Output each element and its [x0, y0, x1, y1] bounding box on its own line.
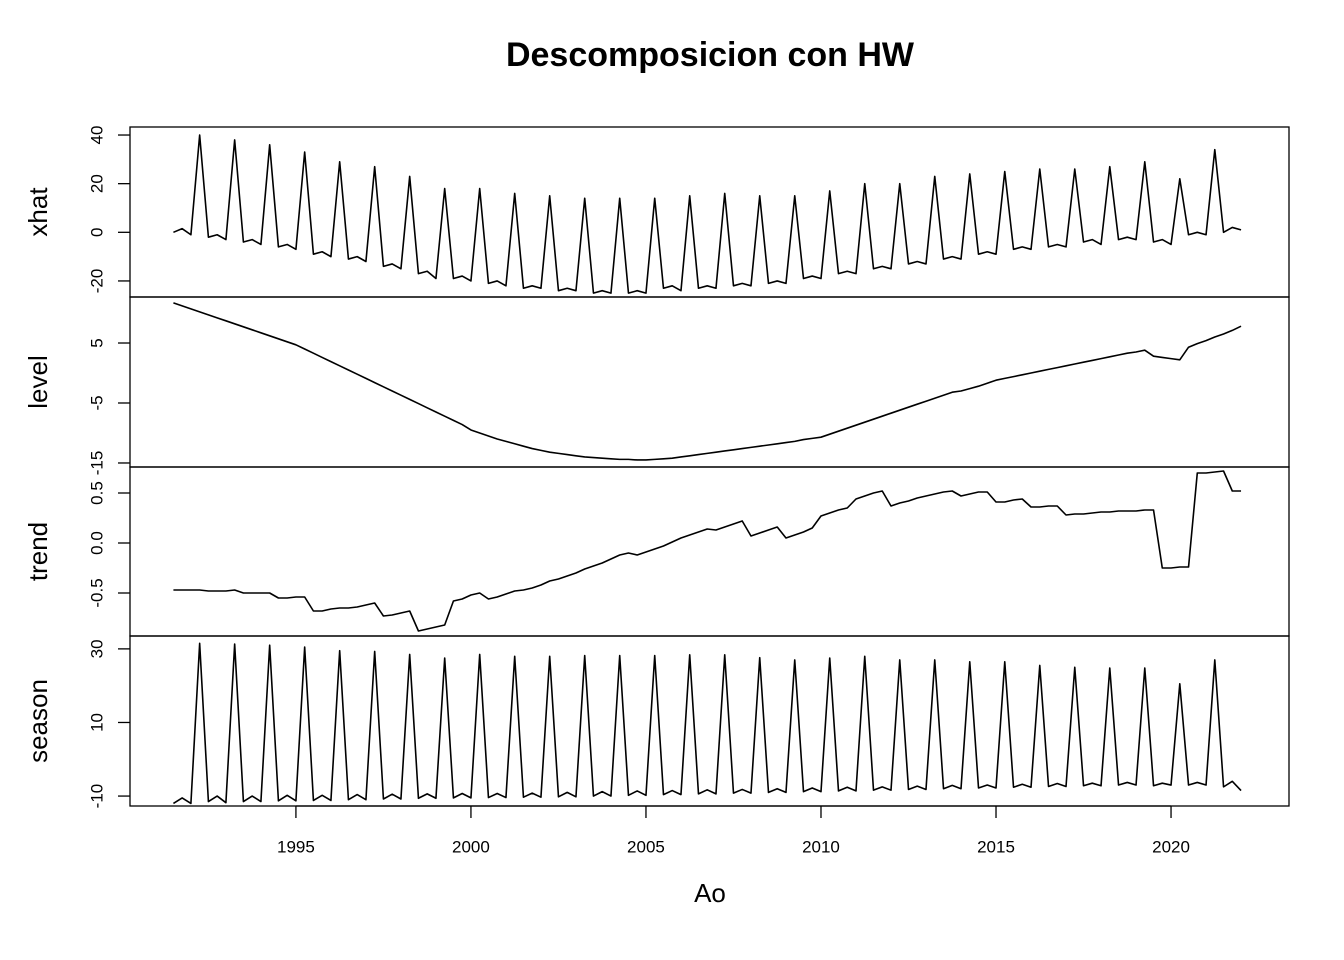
panel-frame: [129, 296, 1290, 468]
x-axis-label: Ao: [694, 878, 726, 908]
series-line: [173, 134, 1242, 294]
x-tick-label: 2005: [627, 837, 665, 856]
y-axis-label: season: [23, 679, 53, 763]
x-tick-label: 1995: [277, 837, 315, 856]
panel-frame: [129, 466, 1290, 637]
y-tick-label: 0: [87, 228, 106, 237]
y-tick-label: 0.0: [87, 531, 106, 555]
y-tick-label: 20: [87, 174, 106, 193]
y-tick-label: 0.5: [87, 481, 106, 505]
y-tick-label: 30: [87, 639, 106, 658]
y-tick-label: 40: [87, 126, 106, 145]
y-tick-label: -0.5: [87, 578, 106, 607]
y-tick-label: 10: [87, 713, 106, 732]
chart-title: Descomposicion con HW: [506, 36, 915, 74]
y-tick-label: -15: [87, 451, 106, 476]
y-tick-label: -10: [87, 784, 106, 809]
x-tick-label: 2000: [452, 837, 490, 856]
y-axis-label: trend: [23, 522, 53, 581]
x-tick-label: 2020: [1152, 837, 1190, 856]
y-tick-label: 5: [87, 338, 106, 347]
series-line: [173, 302, 1242, 461]
x-tick-label: 2015: [977, 837, 1015, 856]
y-tick-label: -5: [87, 395, 106, 410]
series-line: [172, 642, 1242, 805]
series-line: [173, 470, 1242, 632]
y-tick-label: -20: [87, 269, 106, 294]
y-axis-label: level: [23, 355, 53, 408]
x-tick-label: 2010: [802, 837, 840, 856]
y-axis-label: xhat: [23, 187, 53, 237]
